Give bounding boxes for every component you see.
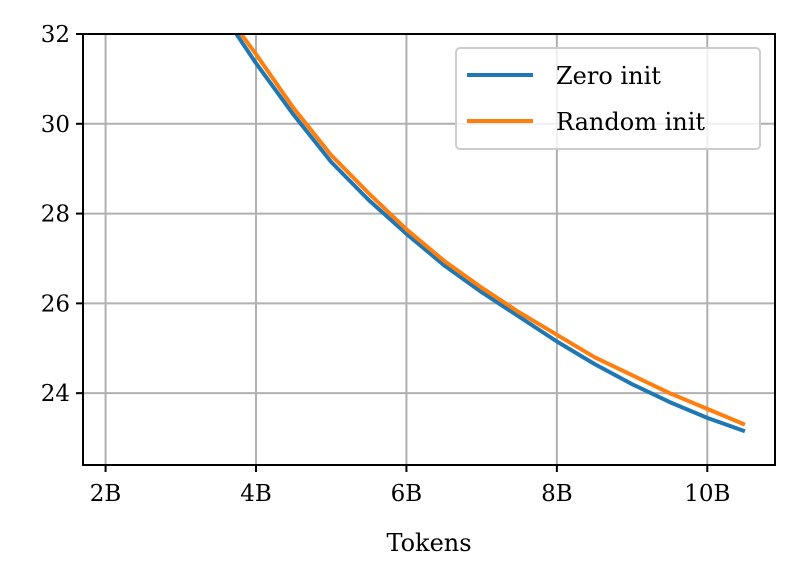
x-tick-label: 8B xyxy=(541,481,573,507)
legend-label: Random init xyxy=(556,108,705,136)
x-axis-label: Tokens xyxy=(386,529,471,557)
x-tick-label: 2B xyxy=(90,481,122,507)
x-tick-label: 4B xyxy=(240,481,272,507)
series-line-2 xyxy=(238,34,746,427)
series-group xyxy=(233,34,746,434)
x-tick-label: 6B xyxy=(391,481,423,507)
y-tick-label: 30 xyxy=(41,112,70,138)
x-tick-label: 10B xyxy=(684,481,730,507)
y-tick-label: 32 xyxy=(41,22,70,48)
legend-label: Zero init xyxy=(556,62,661,90)
legend: Zero init Random init xyxy=(455,47,761,150)
y-tick-label: 26 xyxy=(41,291,70,317)
y-tick-label: 24 xyxy=(41,381,70,407)
x-axis-ticks: 2B 4B 6B 8B 10B xyxy=(90,465,730,507)
y-tick-label: 28 xyxy=(41,202,70,228)
series-line-1 xyxy=(233,34,746,434)
plot-frame xyxy=(82,33,776,466)
y-axis-ticks: 24 26 28 30 32 xyxy=(41,22,83,407)
